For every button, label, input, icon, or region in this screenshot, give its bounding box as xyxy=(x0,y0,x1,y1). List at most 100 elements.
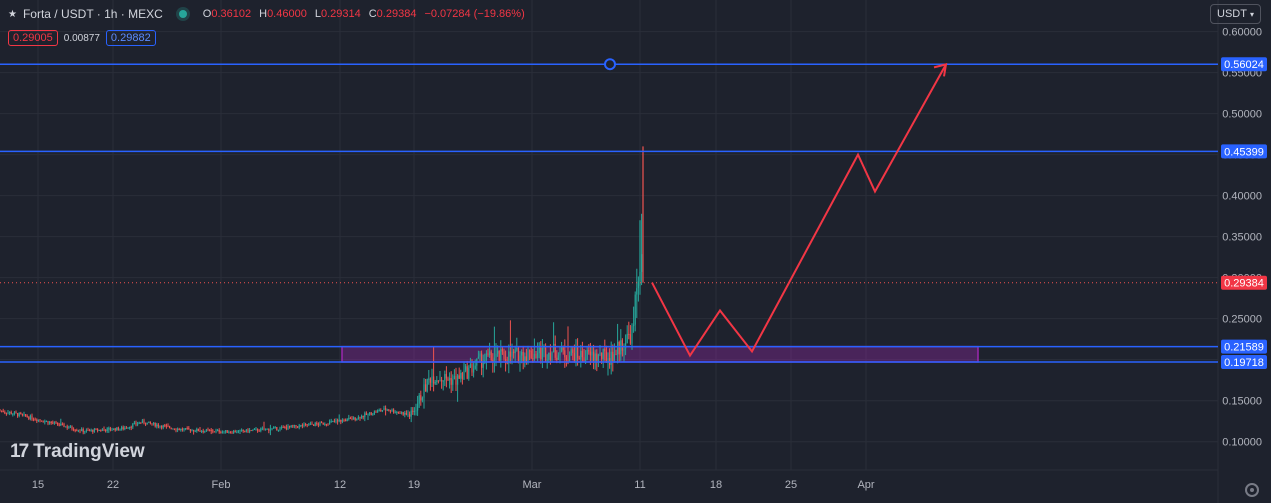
candle-body xyxy=(260,428,262,432)
candle-body xyxy=(113,428,115,430)
candle-body xyxy=(105,429,107,432)
candle-body xyxy=(365,413,367,415)
candle-body xyxy=(266,428,268,430)
candle-body xyxy=(106,428,108,432)
candle-body xyxy=(73,428,75,430)
currency-button[interactable]: USDT ▾ xyxy=(1210,4,1261,24)
candle-body xyxy=(493,357,495,363)
buy-price-button[interactable]: 0.29882 xyxy=(105,30,156,46)
y-tick-label: 0.50000 xyxy=(1222,109,1262,121)
low-label: L xyxy=(314,8,321,20)
y-tick-label: 0.40000 xyxy=(1222,191,1262,203)
candle-body xyxy=(580,350,582,360)
candle-body xyxy=(546,359,548,361)
candle-body xyxy=(607,358,609,363)
candle-body xyxy=(557,355,559,360)
candle-body xyxy=(28,417,30,419)
candle-body xyxy=(461,373,463,380)
candle-body xyxy=(353,417,355,420)
candle-body xyxy=(397,411,399,413)
candle-body xyxy=(317,423,319,425)
candle-body xyxy=(290,425,292,427)
candle-body xyxy=(298,425,300,428)
candle-body xyxy=(605,351,607,363)
candle-body xyxy=(4,412,6,414)
candle-body xyxy=(473,368,475,373)
candle-body xyxy=(532,358,534,360)
candle-body xyxy=(394,412,396,414)
candle-body xyxy=(573,352,575,363)
candle-body xyxy=(537,353,539,359)
candle-body xyxy=(578,357,580,360)
candle-body xyxy=(380,410,382,412)
candle-body xyxy=(268,428,270,431)
candle-body xyxy=(405,412,407,415)
level-price-tag: 0.21589 xyxy=(1224,342,1264,354)
candle-body xyxy=(356,418,358,421)
candle-body xyxy=(237,430,239,433)
candle-body xyxy=(364,413,366,418)
candle-body xyxy=(189,429,191,432)
candle-body xyxy=(103,429,105,431)
candle-body xyxy=(597,354,599,361)
candle-body xyxy=(159,425,161,427)
candle-body xyxy=(141,420,143,423)
star-icon[interactable]: ★ xyxy=(8,8,17,20)
candle-body xyxy=(361,416,363,419)
candle-body xyxy=(188,428,190,430)
candle-body xyxy=(564,350,566,358)
candle-body xyxy=(146,422,148,425)
candle-body xyxy=(501,349,503,352)
candle-body xyxy=(309,423,311,425)
candle-body xyxy=(631,326,633,344)
gear-icon[interactable] xyxy=(1245,483,1259,497)
candle-body xyxy=(305,424,307,426)
candle-body xyxy=(541,348,543,360)
candle-body xyxy=(21,413,23,415)
candle-body xyxy=(82,429,84,433)
candle-body xyxy=(594,353,596,361)
candle-body xyxy=(500,349,502,361)
candle-body xyxy=(453,375,455,380)
candle-body xyxy=(13,412,15,414)
close-value: 0.29384 xyxy=(376,8,417,20)
candle-body xyxy=(429,378,431,383)
candle-body xyxy=(217,430,219,432)
current-price-tag-bg xyxy=(1221,275,1267,290)
candle-body xyxy=(81,429,83,432)
candle-body xyxy=(521,352,523,356)
candle-body xyxy=(285,427,287,429)
candle-body xyxy=(236,432,238,434)
candle-body xyxy=(428,378,430,380)
candle-body xyxy=(596,353,598,361)
candle-body xyxy=(252,429,254,431)
sell-price-button[interactable]: 0.29005 xyxy=(8,30,58,46)
candle-body xyxy=(641,254,643,272)
candle-body xyxy=(258,430,260,432)
candle-body xyxy=(33,419,35,421)
candle-body xyxy=(116,427,118,431)
high-label: H xyxy=(259,8,268,20)
candle-body xyxy=(514,349,516,354)
symbol-title[interactable]: Forta / USDT · 1h · MEXC xyxy=(22,7,163,21)
candle-body xyxy=(281,426,283,428)
candle-body xyxy=(519,355,521,363)
candle-body xyxy=(412,410,414,412)
level-price-tag-bg xyxy=(1221,57,1267,72)
candle-body xyxy=(575,346,577,363)
x-tick-label: 12 xyxy=(334,479,346,491)
candle-body xyxy=(210,430,212,432)
candle-body xyxy=(602,348,604,360)
candle-body xyxy=(277,429,279,431)
tradingview-logo[interactable]: 17 TradingView xyxy=(10,441,145,463)
candle-body xyxy=(538,347,540,354)
candle-body xyxy=(636,288,638,295)
candle-body xyxy=(245,429,247,432)
candle-body xyxy=(460,373,462,379)
candle-body xyxy=(101,429,103,431)
candle-body xyxy=(36,419,38,421)
change-value: −0.07284 (−19.86%) xyxy=(424,8,525,20)
candle-body xyxy=(41,420,43,422)
candle-body xyxy=(348,418,350,420)
